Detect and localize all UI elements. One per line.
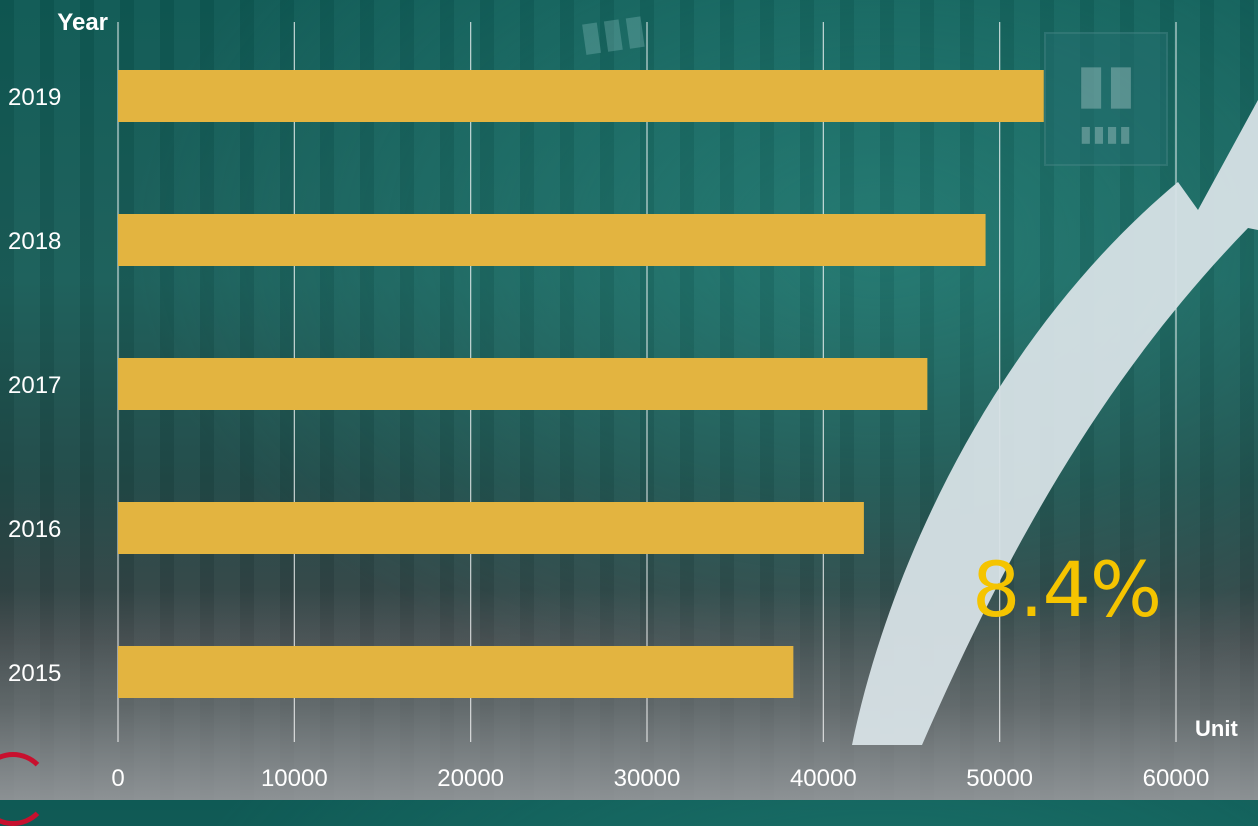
year-label-2016: 2016 xyxy=(8,516,61,543)
bar-2016 xyxy=(118,502,864,554)
bars xyxy=(118,70,1044,698)
growth-arrow-icon xyxy=(852,100,1258,745)
growth-rate-annotation: 8.4% xyxy=(972,545,1162,634)
x-axis-title: Unit xyxy=(1195,716,1238,741)
year-labels: 2019 2018 2017 2016 2015 xyxy=(8,84,61,687)
bar-2015 xyxy=(118,646,794,698)
x-tick-label: 30000 xyxy=(614,765,681,792)
x-tick-labels: 0 10000 20000 30000 40000 50000 60000 xyxy=(111,765,1209,792)
x-tick-label: 0 xyxy=(111,765,124,792)
x-tick-label: 60000 xyxy=(1143,765,1210,792)
x-tick-label: 10000 xyxy=(261,765,328,792)
year-label-2019: 2019 xyxy=(8,84,61,111)
bar-2019 xyxy=(118,70,1044,122)
year-label-2018: 2018 xyxy=(8,228,61,255)
x-tick-label: 50000 xyxy=(966,765,1033,792)
year-label-2015: 2015 xyxy=(8,660,61,687)
background-storefront-sign: ▮▮ ▮▮▮▮ xyxy=(1044,32,1168,166)
year-label-2017: 2017 xyxy=(8,372,61,399)
bar-2018 xyxy=(118,214,986,266)
x-tick-label: 40000 xyxy=(790,765,857,792)
y-axis-title: Year xyxy=(57,9,108,36)
x-tick-label: 20000 xyxy=(437,765,504,792)
bar-chart: 2019 2018 2017 2016 2015 0 10000 20000 30000 400… xyxy=(8,9,1238,792)
bar-2017 xyxy=(118,358,928,410)
